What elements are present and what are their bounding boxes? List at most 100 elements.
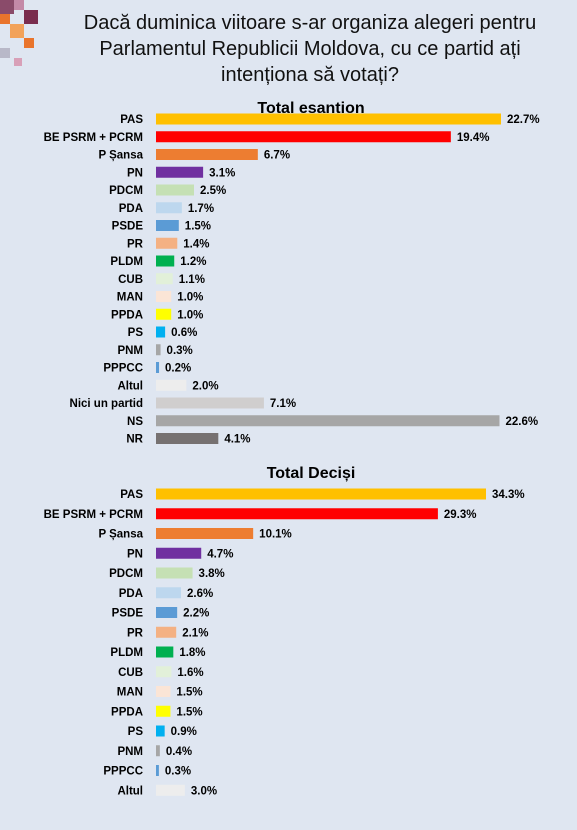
data-label: 0.9%	[171, 726, 197, 738]
category-label: PSDE	[112, 608, 144, 620]
data-label: 1.7%	[188, 203, 214, 215]
data-label: 1.2%	[180, 256, 206, 268]
bar	[156, 784, 185, 796]
bar	[156, 725, 165, 737]
bar	[156, 607, 178, 618]
bar	[156, 508, 438, 520]
category-label: PDCM	[109, 568, 143, 580]
bar	[156, 528, 254, 539]
bar	[156, 113, 501, 125]
data-label: 1.4%	[183, 238, 209, 250]
category-label: Altul	[117, 785, 143, 797]
bar	[156, 255, 175, 267]
bar	[156, 344, 161, 356]
category-label: PNM	[117, 345, 143, 357]
data-label: 2.1%	[182, 627, 208, 639]
bar	[156, 646, 174, 658]
category-label: NR	[126, 434, 143, 446]
decor-square	[0, 14, 10, 24]
bar	[156, 547, 202, 559]
chart-decisi: Total Deciși PAS 34.3% BE PSRM + PCRM 29.3% P…	[44, 465, 525, 797]
bar	[156, 202, 182, 214]
data-label: 1.1%	[179, 274, 205, 286]
bar	[156, 686, 171, 697]
decor-square	[10, 24, 24, 38]
category-label: PS	[128, 726, 144, 738]
bar	[156, 237, 178, 249]
category-label: BE PSRM + PCRM	[44, 509, 143, 521]
data-label: 0.3%	[165, 766, 191, 778]
decor-square	[0, 48, 10, 58]
bar	[156, 587, 182, 599]
data-label: 0.3%	[167, 345, 193, 357]
data-label: 2.6%	[187, 588, 213, 600]
category-label: Altul	[117, 380, 143, 392]
category-label: PAS	[120, 114, 143, 126]
bar	[156, 291, 172, 302]
data-label: 3.8%	[199, 568, 225, 580]
bar	[156, 745, 160, 757]
data-label: 7.1%	[270, 398, 296, 410]
bar	[156, 379, 187, 391]
data-label: 2.2%	[183, 608, 209, 620]
category-label: MAN	[117, 292, 143, 304]
data-label: 3.0%	[191, 785, 217, 797]
bar	[156, 666, 172, 678]
bar	[156, 308, 172, 320]
category-label: NS	[127, 416, 143, 428]
category-label: PPDA	[111, 309, 143, 321]
category-label: PDCM	[109, 185, 143, 197]
title-line: Dacă duminica viitoare s-ar organiza ale…	[83, 12, 537, 34]
category-label: PS	[128, 327, 144, 339]
decor-square	[24, 10, 38, 24]
data-label: 0.4%	[166, 746, 192, 758]
data-label: 29.3%	[444, 509, 477, 521]
data-label: 0.6%	[171, 327, 197, 339]
chart-title: Total Deciși	[267, 465, 356, 482]
data-label: 1.5%	[176, 706, 202, 718]
category-label: PAS	[120, 489, 143, 501]
category-label: PDA	[119, 203, 143, 215]
bar	[156, 166, 204, 178]
data-label: 2.5%	[200, 185, 226, 197]
bar	[156, 273, 173, 285]
category-label: MAN	[117, 687, 143, 699]
data-label: 1.5%	[185, 221, 211, 233]
data-label: 22.6%	[505, 416, 538, 428]
category-label: PLDM	[110, 647, 143, 659]
category-label: PDA	[119, 588, 143, 600]
category-label: PPDA	[111, 706, 143, 718]
bar	[156, 220, 179, 231]
data-label: 2.0%	[192, 380, 218, 392]
data-label: 1.5%	[176, 687, 202, 699]
bar	[156, 433, 219, 444]
category-label: BE PSRM + PCRM	[44, 132, 143, 144]
title-line: intenționa să votați?	[221, 64, 399, 86]
bar	[156, 397, 264, 409]
data-label: 1.6%	[177, 667, 203, 679]
data-label: 34.3%	[492, 489, 525, 501]
bar	[156, 765, 159, 776]
data-label: 6.7%	[264, 150, 290, 162]
decor-square	[24, 38, 34, 48]
data-label: 10.1%	[259, 529, 292, 541]
data-label: 1.0%	[177, 292, 203, 304]
category-label: PPPCC	[103, 766, 143, 778]
bar	[156, 626, 177, 638]
category-label: CUB	[118, 667, 143, 679]
category-label: P Șansa	[98, 150, 143, 162]
category-label: PN	[127, 548, 143, 560]
decor-square	[0, 0, 14, 14]
data-label: 19.4%	[457, 132, 490, 144]
title-line: Parlamentul Republicii Moldova, cu ce pa…	[99, 38, 521, 60]
bar	[156, 567, 193, 579]
data-label: 1.0%	[177, 309, 203, 321]
category-label: PPPCC	[103, 363, 143, 375]
category-label: PLDM	[110, 256, 143, 268]
data-label: 4.7%	[207, 548, 233, 560]
category-label: CUB	[118, 274, 143, 286]
chart-esantion: Total eșantion PAS 22.7% BE PSRM + PCRM 19.4…	[44, 100, 540, 446]
category-label: PN	[127, 167, 143, 179]
